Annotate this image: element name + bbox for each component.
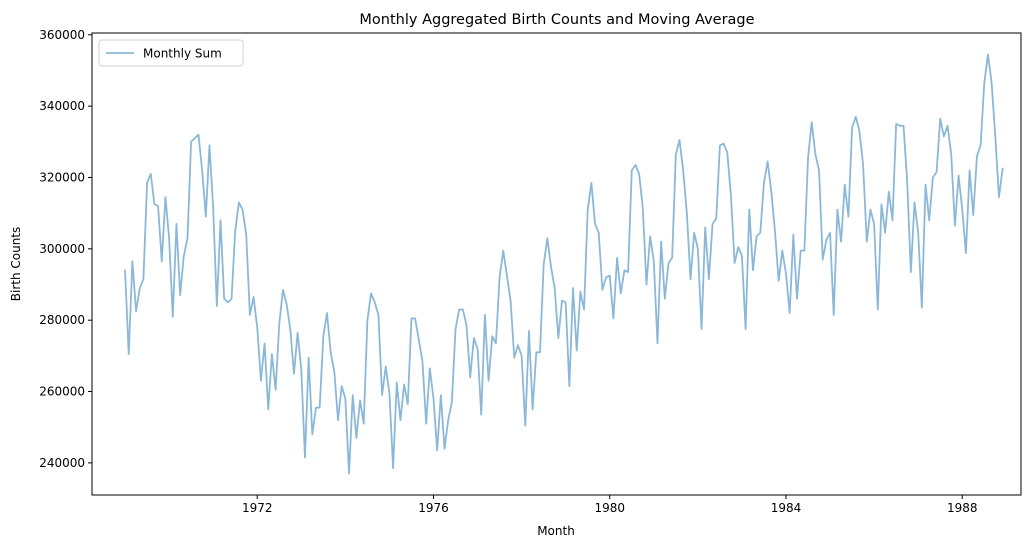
y-tick-label: 320000 bbox=[39, 170, 85, 184]
x-tick-label: 1984 bbox=[771, 501, 802, 515]
x-tick-label: 1988 bbox=[947, 501, 978, 515]
chart-title: Monthly Aggregated Birth Counts and Movi… bbox=[359, 12, 754, 28]
legend-label: Monthly Sum bbox=[143, 47, 222, 61]
y-tick-label: 260000 bbox=[39, 385, 85, 399]
series-line-0 bbox=[124, 53, 1004, 475]
x-axis: 1972 1976 1980 1984 1988 bbox=[242, 495, 978, 515]
y-tick-label: 300000 bbox=[39, 242, 85, 256]
plot-frame bbox=[91, 32, 1022, 496]
series-layer bbox=[124, 53, 1004, 475]
x-tick-label: 1980 bbox=[594, 501, 625, 515]
y-tick-label: 360000 bbox=[39, 28, 85, 42]
legend: Monthly Sum bbox=[98, 39, 244, 67]
y-tick-label: 240000 bbox=[39, 456, 85, 470]
x-axis-label: Month bbox=[537, 524, 575, 538]
legend-box bbox=[98, 39, 244, 67]
plot-area bbox=[91, 32, 1022, 496]
y-tick-label: 340000 bbox=[39, 99, 85, 113]
x-tick-label: 1976 bbox=[418, 501, 449, 515]
y-axis-label: Birth Counts bbox=[9, 227, 23, 302]
y-tick-label: 280000 bbox=[39, 313, 85, 327]
x-tick-label: 1972 bbox=[242, 501, 273, 515]
y-axis: 240000 260000 280000 300000 320000 340000 3600… bbox=[39, 28, 92, 470]
